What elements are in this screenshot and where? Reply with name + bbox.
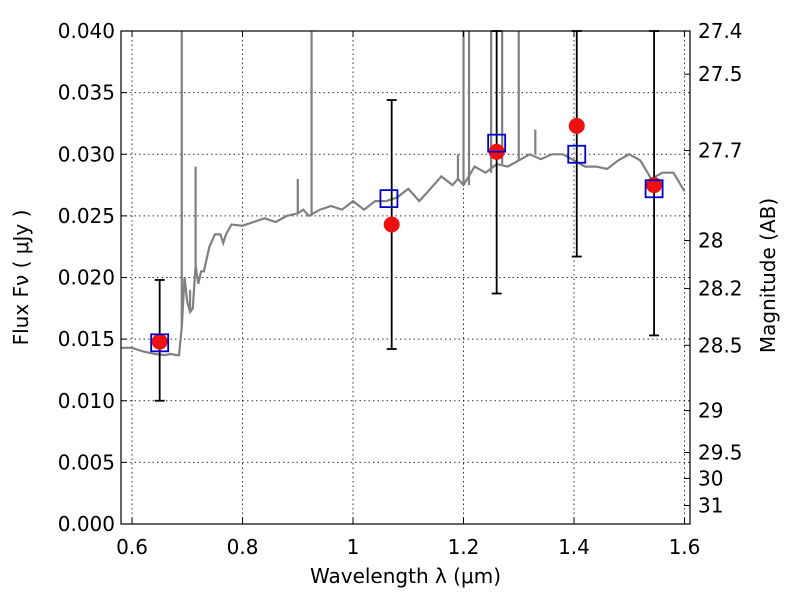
y-tick-label: 0.035	[58, 81, 115, 105]
right-tick-label: 27.7	[698, 139, 743, 163]
right-tick-label: 29	[698, 399, 723, 423]
observed-point	[151, 333, 168, 350]
model-point	[567, 144, 587, 164]
y-tick-label: 0.030	[58, 142, 115, 166]
right-tick-label: 28.5	[698, 333, 743, 357]
x-tick-label: 1	[347, 535, 360, 559]
template-spectrum	[121, 31, 686, 357]
x-tick-label: 1.2	[448, 535, 480, 559]
x-tick-label: 1.4	[558, 535, 590, 559]
x-axis-label: Wavelength λ (μm)	[310, 564, 501, 588]
y-tick-label: 0.015	[58, 327, 115, 351]
observed-point	[568, 117, 585, 134]
observed-point	[383, 216, 400, 233]
right-tick-label: 29.5	[698, 441, 743, 465]
model-point	[379, 189, 399, 209]
y-tick-label: 0.010	[58, 389, 115, 413]
model-point	[150, 333, 170, 353]
y-tick-label: 0.040	[58, 19, 115, 43]
right-tick-label: 30	[698, 466, 723, 490]
model-point	[487, 133, 507, 153]
right-tick-label: 28	[698, 229, 723, 253]
template-line	[121, 153, 686, 357]
x-tick-label: 0.6	[116, 535, 148, 559]
right-tick-label: 27.4	[698, 19, 743, 43]
model-point	[644, 179, 664, 199]
y-tick-label: 0.020	[58, 266, 115, 290]
grid	[121, 30, 690, 525]
right-axis-label: Magnitude (AB)	[756, 198, 780, 353]
axes: 0.6 0.8 1 1.2 1.4 1.6 0.000 0.005 0.010 0.015 0.02…	[58, 19, 743, 559]
model-photometry-points	[150, 133, 664, 353]
y-tick-label: 0.025	[58, 204, 115, 228]
x-tick-label: 0.8	[227, 535, 259, 559]
right-tick-label: 31	[698, 494, 723, 518]
right-tick-label: 27.5	[698, 62, 743, 86]
right-tick-label: 28.2	[698, 277, 743, 301]
y-axis-label: Flux Fν ( μJy )	[9, 210, 33, 346]
y-tick-label: 0.000	[58, 512, 115, 536]
x-tick-label: 1.6	[669, 535, 701, 559]
y-tick-label: 0.005	[58, 450, 115, 474]
